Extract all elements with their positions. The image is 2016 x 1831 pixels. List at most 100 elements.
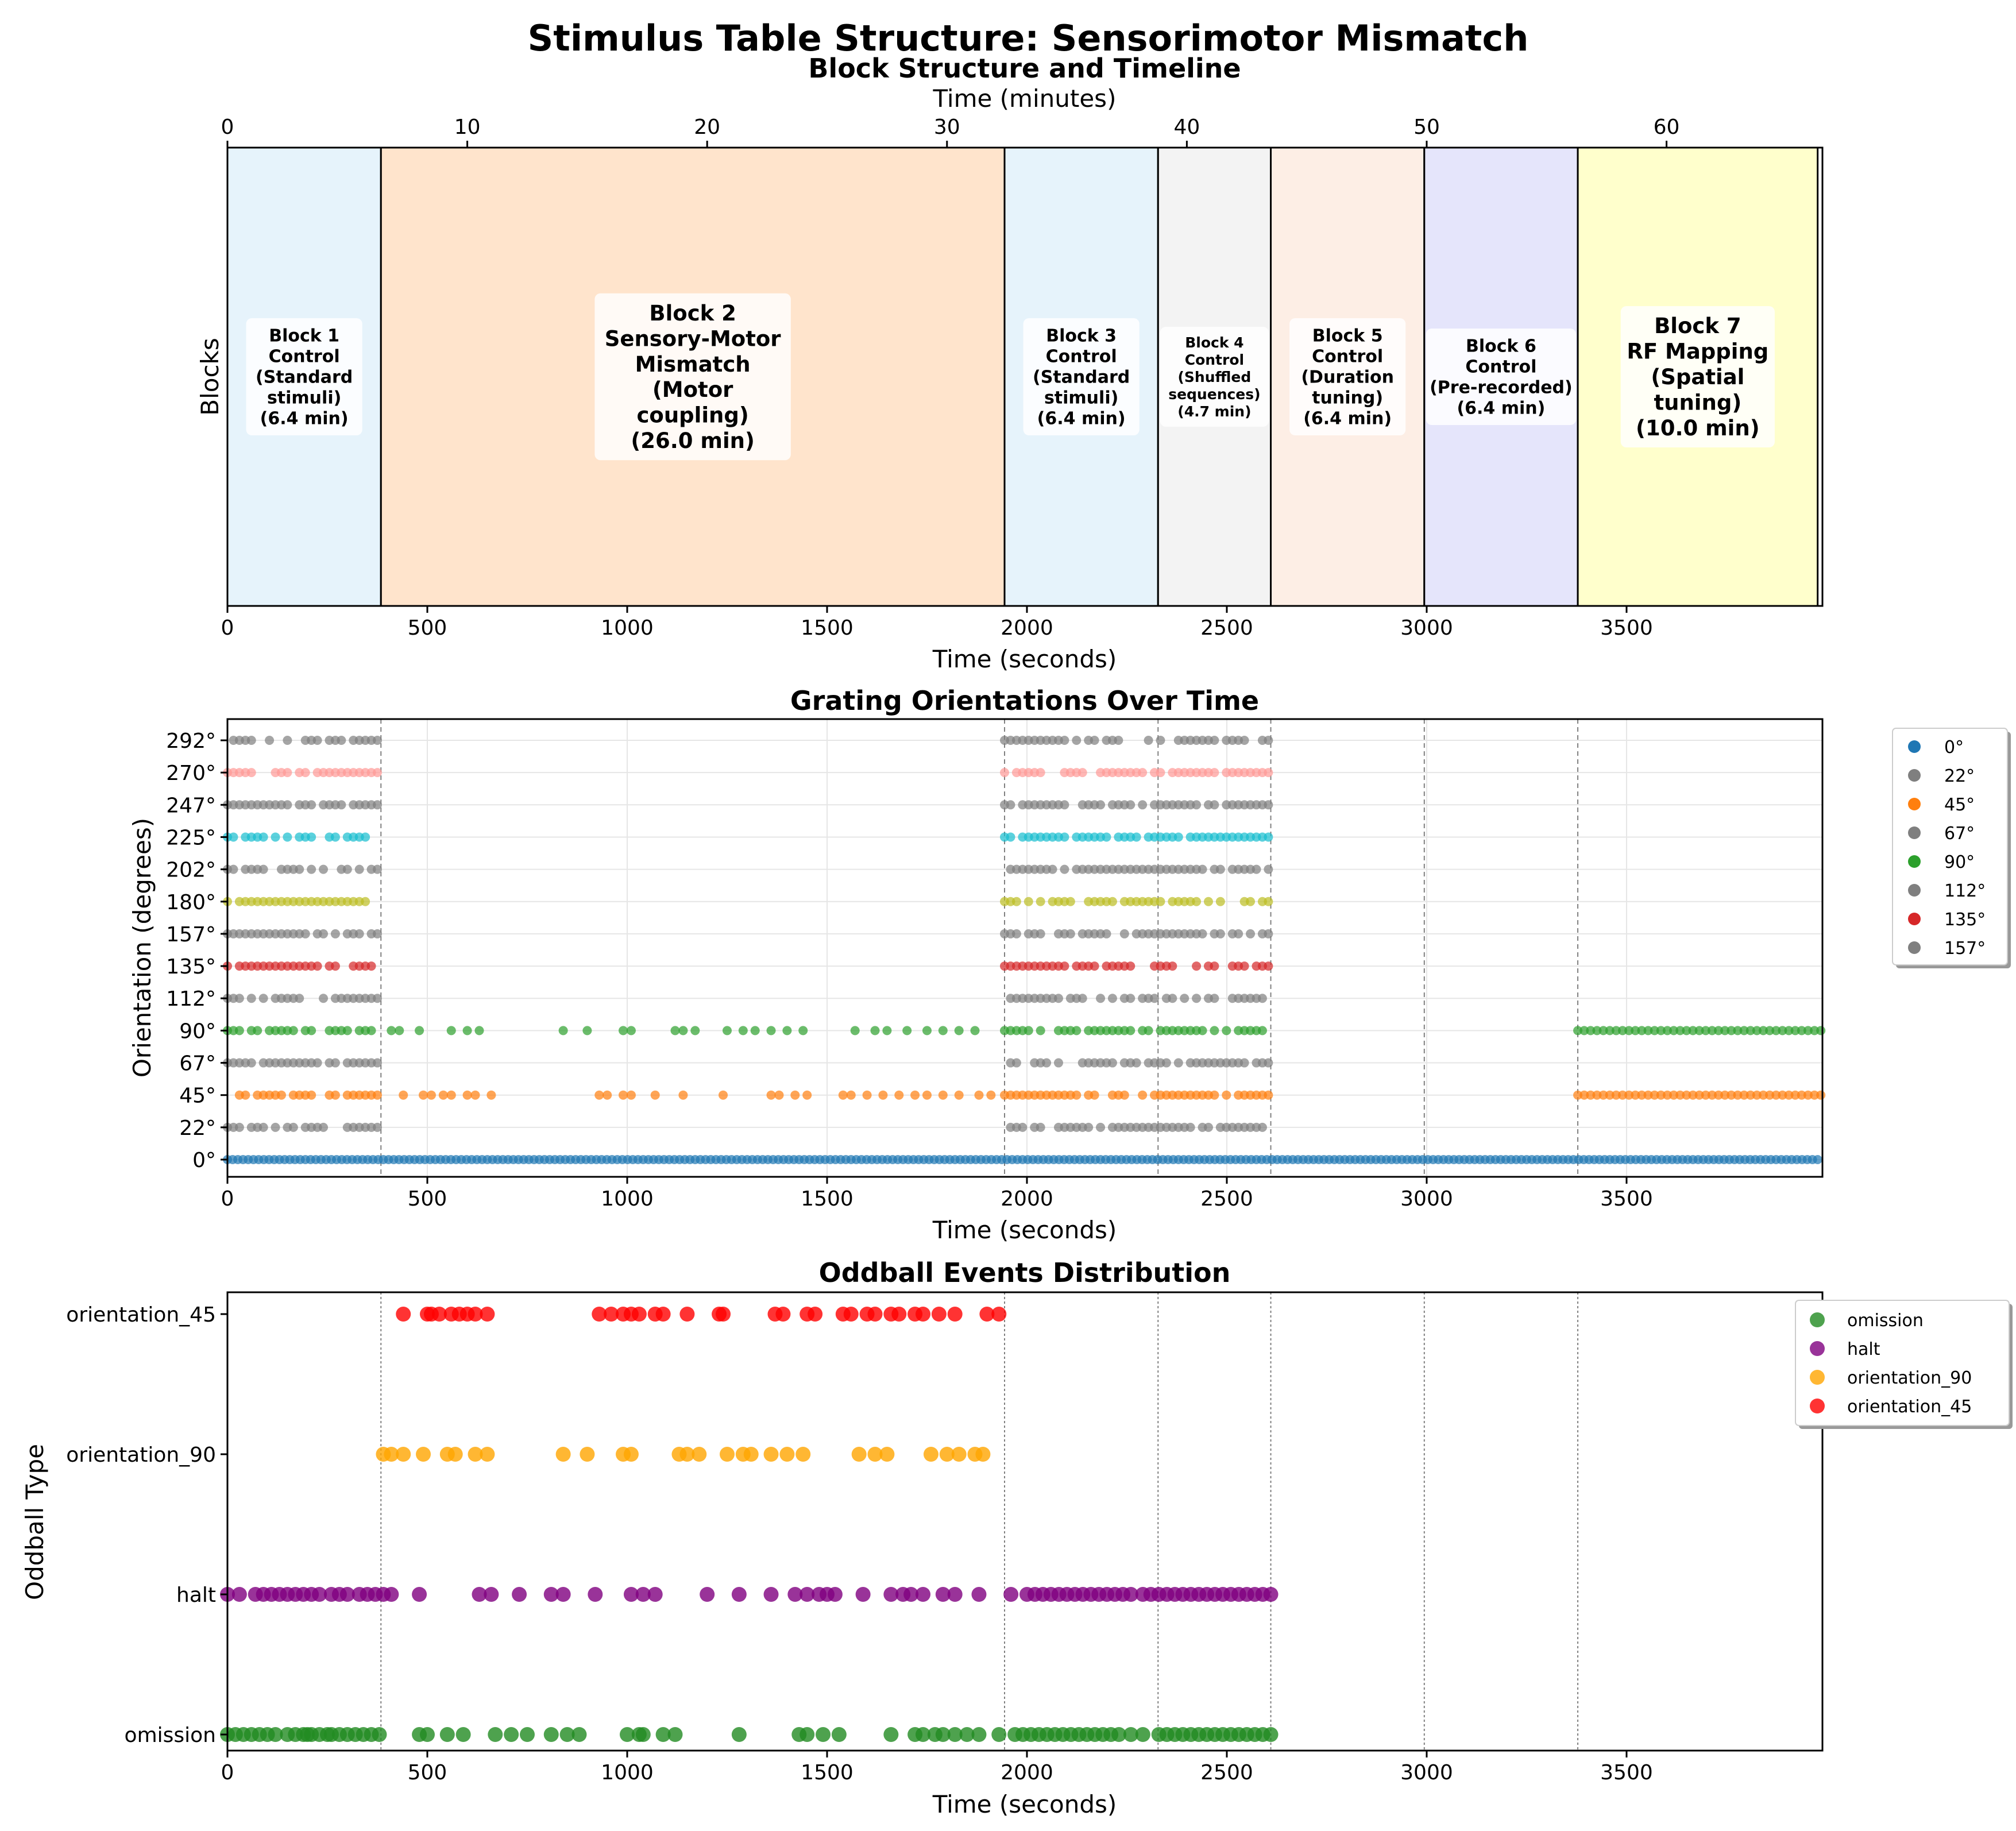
orientation-point-157 [1234,929,1243,938]
oddball-point-omission [635,1727,651,1742]
orientation-x-ticks: 0 500 1000 1500 2000 2500 3000 3500 [221,1177,1653,1211]
oddball-point-halt [1123,1587,1138,1602]
x-tick-label: 2000 [1001,1761,1053,1784]
oddball-point-halt [947,1587,963,1602]
legend-label: orientation_90 [1847,1368,1972,1388]
orientation-point-45 [1669,1090,1679,1100]
oddball-point-halt [1003,1587,1019,1602]
block-label-line: (6.4 min) [1457,399,1545,419]
oddball-point-omission [916,1727,931,1742]
orientation-point-45 [1222,1090,1231,1100]
oddball-point-orientation_90 [416,1447,431,1462]
orientation-point-45 [603,1090,612,1100]
oddball-point-halt [647,1587,663,1602]
orientation-point-292 [1060,736,1069,745]
y-tick-label: omission [125,1724,216,1747]
oddball-point-orientation_45 [931,1307,947,1322]
orientation-point-135 [1090,961,1099,971]
oddball-point-omission [439,1727,455,1742]
orientation-panel: 0 500 1000 1500 2000 2500 3000 3500 0° 22° 45° 67°… [128,685,2011,1244]
oddball-point-omission [935,1727,951,1742]
orientation-point-45 [1752,1090,1762,1100]
orientation-point-247 [372,800,382,810]
orientation-point-270 [1138,768,1148,778]
orientation-point-90 [970,1026,980,1036]
orientation-point-67 [1011,1058,1021,1068]
orientation-point-45 [1765,1090,1775,1100]
orientation-point-135 [1168,961,1177,971]
legend-label: 157° [1944,938,1986,959]
orientation-point-45 [894,1090,904,1100]
orientation-point-247 [1192,800,1202,810]
orientation-point-45 [626,1090,636,1100]
oddball-point-omission [883,1727,899,1742]
oddball-x-axis-label: Time (seconds) [932,1790,1117,1818]
block-label-line: Block 6 [1466,337,1536,357]
y-tick-label: 45° [179,1084,216,1108]
orientation-point-112 [234,994,244,1003]
orientation-point-202 [1252,864,1261,874]
orientation-point-225 [1131,832,1141,842]
oddball-point-orientation_90 [779,1447,795,1462]
orientation-point-90 [1656,1026,1666,1036]
x-tick-label: 500 [408,1761,447,1784]
orientation-point-112 [1210,994,1219,1003]
x-tick-label: 3000 [1400,1187,1453,1211]
block-label-line: tuning) [1312,388,1383,408]
orientation-legend: 0° 22° 45° 67° 90° 112° 135° 157° [1892,728,2011,968]
block-label-6: Block 6 Control (Pre-recorded) (6.4 min) [1430,337,1573,419]
orientation-point-22 [258,1122,268,1132]
orientation-point-112 [1257,994,1267,1003]
orientation-point-270 [1036,768,1045,778]
orientation-point-247 [337,800,346,810]
orientation-point-202 [258,864,268,874]
y-tick-label: 202° [166,859,216,882]
oddball-point-halt [700,1587,715,1602]
orientation-point-292 [1210,736,1219,745]
block-label-line: (6.4 min) [260,409,349,429]
orientation-point-180 [1246,897,1256,906]
block-label-line: Control [1046,347,1117,367]
orientation-point-45 [486,1090,496,1100]
orientation-point-45 [372,1090,382,1100]
x-tick-label: 1500 [801,1761,853,1784]
orientation-point-90 [690,1026,700,1036]
orientation-point-45 [1592,1090,1602,1100]
orientation-point-67 [312,1058,322,1068]
x-tick-label: 2000 [1001,1187,1053,1211]
x-tick-label: 0 [221,1761,234,1784]
oddball-point-omission [419,1727,435,1742]
orientation-point-45 [1072,1090,1082,1100]
orientation-point-45 [1210,1090,1219,1100]
orientation-point-112 [1150,994,1160,1003]
oddball-point-orientation_90 [939,1447,955,1462]
orientation-point-45 [438,1090,448,1100]
y-tick-label: 225° [166,826,216,849]
legend-label: orientation_45 [1847,1397,1972,1417]
x-tick-label: 3500 [1600,616,1653,640]
x-tick-label: 1000 [601,1187,654,1211]
block-label-line: Control [1185,351,1244,368]
orientation-point-202 [1198,864,1207,874]
x-tick-label: 3000 [1400,616,1453,640]
orientation-point-90 [1682,1026,1691,1036]
oddball-point-orientation_90 [384,1447,399,1462]
y-tick-label: halt [176,1583,216,1607]
orientation-point-180 [361,897,370,906]
oddball-point-halt [903,1587,919,1602]
orientation-point-135 [1060,961,1069,971]
orientation-point-90 [902,1026,912,1036]
orientation-point-247 [1264,800,1273,810]
orientation-point-90 [1618,1026,1628,1036]
orientation-point-112 [1180,994,1189,1003]
oddball-point-halt [800,1587,815,1602]
x-tick-label: 3500 [1600,1761,1653,1784]
orientation-point-45 [678,1090,688,1100]
orientation-point-112 [1096,994,1106,1003]
orientation-point-90 [1662,1026,1672,1036]
orientation-point-112 [319,994,329,1003]
orientation-point-45 [1264,1090,1273,1100]
oddball-point-omission [971,1727,987,1742]
orientation-point-157 [300,929,310,938]
